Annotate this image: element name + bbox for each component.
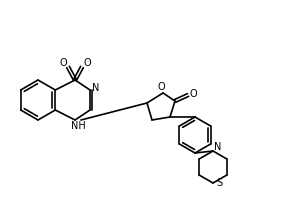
Text: O: O	[83, 58, 91, 68]
Text: N: N	[92, 83, 100, 93]
Text: S: S	[216, 178, 222, 188]
Text: NH: NH	[70, 121, 86, 131]
Text: O: O	[157, 82, 165, 92]
Text: N: N	[214, 142, 222, 152]
Text: O: O	[59, 58, 67, 68]
Text: O: O	[189, 89, 197, 99]
